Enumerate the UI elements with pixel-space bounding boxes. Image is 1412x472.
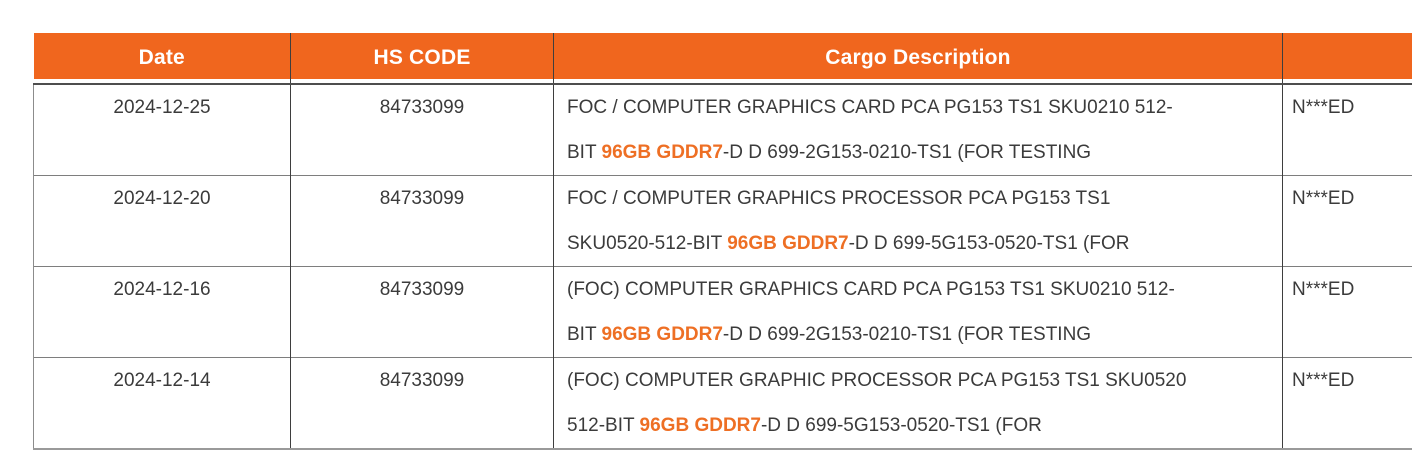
consignee-value: N***ED (1292, 279, 1355, 300)
table-row: 2024-12-16 84733099 (FOC) COMPUTER GRAPHIC… (33, 266, 1412, 358)
memory-highlight-text: 96GB GDDR7 (727, 233, 849, 254)
cargo-description-line: SKU0520-512-BIT 96GB GDDR7-D D 699-5G153… (567, 221, 1278, 266)
table-row: 2024-12-25 84733099 FOC / COMPUTER GRAPHIC… (33, 84, 1412, 176)
cargo-description-line: (FOC) COMPUTER GRAPHICS CARD PCA PG153 T… (567, 267, 1278, 312)
header-cell-hs_code: HS CODE (290, 33, 554, 85)
table-header: Date HS CODE Cargo Description (33, 33, 1412, 85)
consignee-cell: N***ED (1282, 84, 1412, 176)
hs-code-cell: 84733099 (290, 175, 554, 267)
date-value: 2024-12-20 (113, 188, 211, 209)
date-value: 2024-12-14 (113, 370, 211, 391)
cargo-description-line: FOC / COMPUTER GRAPHICS PROCESSOR PCA PG… (567, 176, 1278, 221)
header-cell-consignee (1282, 33, 1412, 85)
cargo-description-line: BIT 96GB GDDR7-D D 699-2G153-0210-TS1 (F… (567, 130, 1278, 175)
hs-code-cell: 84733099 (290, 84, 554, 176)
cargo-description-cell: (FOC) COMPUTER GRAPHIC PROCESSOR PCA PG1… (553, 357, 1283, 450)
consignee-value: N***ED (1292, 370, 1355, 391)
memory-highlight-text: 96GB GDDR7 (601, 324, 723, 345)
memory-highlight-text: 96GB GDDR7 (639, 415, 761, 436)
cargo-description-text: (FOC) COMPUTER GRAPHIC PROCESSOR PCA PG1… (567, 370, 1187, 391)
cargo-description-text: -D D 699-5G153-0520-TS1 (FOR (848, 233, 1130, 254)
cargo-description-text: BIT (567, 324, 602, 345)
cargo-description-text: 512-BIT (567, 415, 640, 436)
date-cell: 2024-12-20 (33, 175, 291, 267)
memory-highlight-text: 96GB GDDR7 (601, 142, 723, 163)
table-row: 2024-12-14 84733099 (FOC) COMPUTER GRAPHIC… (33, 357, 1412, 450)
cargo-description-text: SKU0520-512-BIT (567, 233, 728, 254)
cargo-description-text: -D D 699-2G153-0210-TS1 (FOR TESTING (722, 142, 1092, 163)
header-cell-description: Cargo Description (553, 33, 1283, 85)
header-row: Date HS CODE Cargo Description (33, 33, 1412, 85)
cargo-description-cell: (FOC) COMPUTER GRAPHICS CARD PCA PG153 T… (553, 266, 1283, 358)
cargo-description-text: -D D 699-5G153-0520-TS1 (FOR (760, 415, 1042, 436)
header-cell-date: Date (33, 33, 291, 85)
cargo-description-cell: FOC / COMPUTER GRAPHICS PROCESSOR PCA PG… (553, 175, 1283, 267)
cargo-description-text: (FOC) COMPUTER GRAPHICS CARD PCA PG153 T… (567, 279, 1175, 300)
hs-code-value: 84733099 (379, 188, 465, 209)
cargo-description-cell: FOC / COMPUTER GRAPHICS CARD PCA PG153 T… (553, 84, 1283, 176)
hs-code-value: 84733099 (379, 370, 465, 391)
hs-code-value: 84733099 (379, 279, 465, 300)
cargo-description-text: FOC / COMPUTER GRAPHICS PROCESSOR PCA PG… (567, 188, 1111, 209)
consignee-cell: N***ED (1282, 175, 1412, 267)
cargo-description-text: -D D 699-2G153-0210-TS1 (FOR TESTING (722, 324, 1092, 345)
hs-code-cell: 84733099 (290, 266, 554, 358)
cargo-description-line: 512-BIT 96GB GDDR7-D D 699-5G153-0520-TS… (567, 403, 1278, 448)
date-cell: 2024-12-14 (33, 357, 291, 450)
consignee-cell: N***ED (1282, 357, 1412, 450)
table-body: 2024-12-25 84733099 FOC / COMPUTER GRAPHIC… (33, 84, 1412, 450)
table-row: 2024-12-20 84733099 FOC / COMPUTER GRAPHIC… (33, 175, 1412, 267)
date-cell: 2024-12-16 (33, 266, 291, 358)
hs-code-value: 84733099 (379, 97, 465, 118)
cargo-description-text: FOC / COMPUTER GRAPHICS CARD PCA PG153 T… (567, 97, 1173, 118)
cargo-description-line: (FOC) COMPUTER GRAPHIC PROCESSOR PCA PG1… (567, 358, 1278, 403)
date-cell: 2024-12-25 (33, 84, 291, 176)
date-value: 2024-12-16 (113, 279, 211, 300)
cargo-table: Date HS CODE Cargo Description 2024-12-25 8… (33, 33, 1412, 450)
consignee-value: N***ED (1292, 97, 1355, 118)
consignee-cell: N***ED (1282, 266, 1412, 358)
date-value: 2024-12-25 (113, 97, 211, 118)
cargo-description-line: FOC / COMPUTER GRAPHICS CARD PCA PG153 T… (567, 85, 1278, 130)
consignee-value: N***ED (1292, 188, 1355, 209)
hs-code-cell: 84733099 (290, 357, 554, 450)
cargo-description-text: BIT (567, 142, 602, 163)
cargo-description-line: BIT 96GB GDDR7-D D 699-2G153-0210-TS1 (F… (567, 312, 1278, 357)
